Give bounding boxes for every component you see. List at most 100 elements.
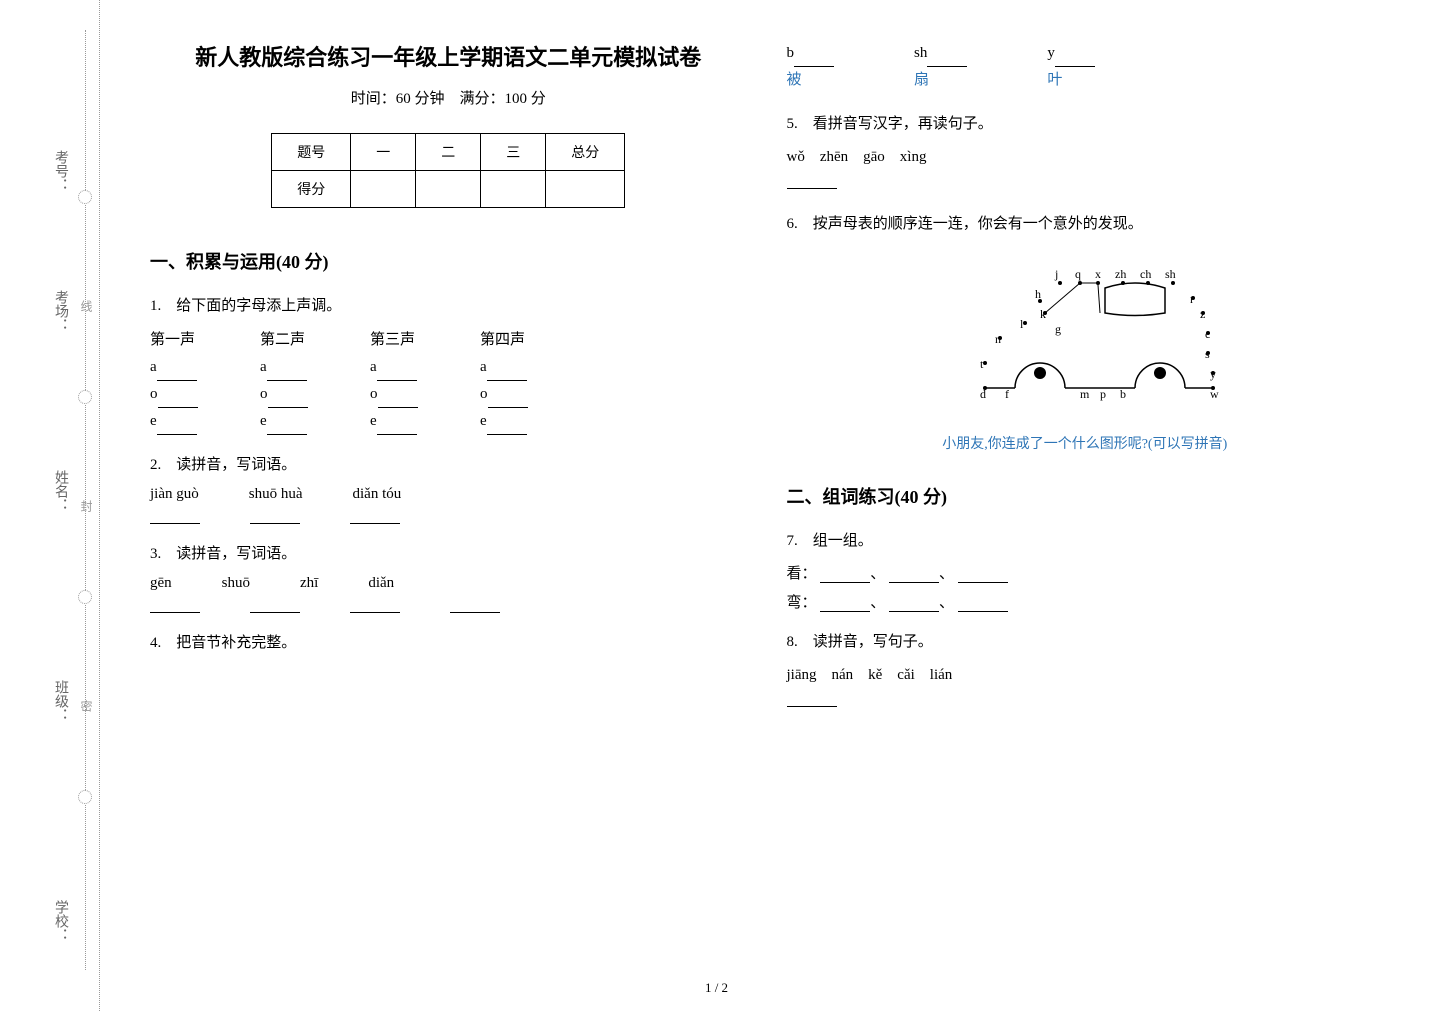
answer-blank[interactable] [820, 567, 870, 583]
info-number-label: 考号： [50, 150, 70, 192]
svg-text:zh: zh [1115, 267, 1126, 281]
score-cell[interactable] [546, 171, 625, 208]
student-info-column: 密 封 线 学校： 班级： 姓名： 考场： 考号： [0, 0, 100, 1011]
answer-blank[interactable] [820, 596, 870, 612]
tone-header: 第三声 [370, 327, 450, 354]
tone-letter: e [150, 413, 157, 429]
pinyin-row: jiàn guò shuō huà diǎn tóu [150, 486, 747, 503]
question-6: 6. 按声母表的顺序连一连，你会有一个意外的发现。 [787, 212, 1384, 233]
svg-text:p: p [1100, 387, 1106, 401]
answer-blank[interactable] [889, 596, 939, 612]
tone-cell[interactable]: o [260, 381, 340, 408]
header-cell: 一 [351, 134, 416, 171]
info-school-label: 学校： [50, 900, 70, 942]
question-8: 8. 读拼音，写句子。 [787, 630, 1384, 651]
seal-char: 密 [78, 700, 95, 712]
tone-cell[interactable]: o [150, 381, 230, 408]
exam-page: 密 封 线 学校： 班级： 姓名： 考场： 考号： 新人教版综合练习一年级上学期… [0, 0, 1433, 1011]
q5-pinyin: wǒ zhēn gāo xìng [787, 145, 1384, 166]
svg-text:g: g [1055, 322, 1061, 336]
pinyin: shuō [222, 575, 250, 592]
answer-blanks [150, 508, 747, 524]
svg-text:m: m [1080, 387, 1090, 401]
tone-cell[interactable]: a [260, 354, 340, 381]
q7-row: 弯： 、 、 [787, 591, 1384, 612]
section-2-header: 二、组词练习(40 分) [787, 483, 1384, 509]
tone-letter: a [150, 359, 157, 375]
tone-header: 第二声 [260, 327, 340, 354]
tone-cell[interactable]: e [480, 408, 560, 435]
header-cell: 总分 [546, 134, 625, 171]
seal-char: 线 [78, 300, 95, 312]
tone-cell[interactable]: e [370, 408, 450, 435]
answer-blank[interactable] [350, 508, 400, 524]
answer-blank[interactable] [794, 51, 834, 67]
answer-blank[interactable] [350, 597, 400, 613]
q8-pinyin: jiāng nán kě cǎi lián [787, 663, 1384, 684]
question-7: 7. 组一组。 [787, 529, 1384, 550]
tone-header-row: 第一声 第二声 第三声 第四声 [150, 327, 747, 354]
page-number: 1 / 2 [705, 980, 728, 996]
answer-blank[interactable] [787, 706, 837, 707]
tone-cell[interactable]: e [150, 408, 230, 435]
pinyin: diǎn tóu [353, 486, 402, 503]
score-cell[interactable] [481, 171, 546, 208]
tone-letter: e [480, 413, 487, 429]
tone-cell[interactable]: a [480, 354, 560, 381]
answer-blank[interactable] [150, 508, 200, 524]
answer-blank[interactable] [250, 597, 300, 613]
q7-char: 弯： [787, 595, 817, 611]
info-name-label: 姓名： [50, 470, 70, 512]
tone-cell[interactable]: o [370, 381, 450, 408]
pinyin-prefix: y [1047, 45, 1055, 61]
answer-blank[interactable] [958, 567, 1008, 583]
info-class-label: 班级： [50, 680, 70, 722]
answer-blank[interactable] [450, 597, 500, 613]
question-3: 3. 读拼音，写词语。 [150, 542, 747, 563]
q4-item: y 叶 [1047, 40, 1095, 94]
info-room-label: 考场： [50, 290, 70, 332]
diagram-svg: j q x zh ch sh h k l [935, 263, 1235, 413]
question-1: 1. 给下面的字母添上声调。 [150, 294, 747, 315]
tone-cell[interactable]: e [260, 408, 340, 435]
seal-circle [78, 390, 92, 404]
tone-cell[interactable]: o [480, 381, 560, 408]
hanzi: 被 [787, 72, 802, 88]
tone-letter: a [260, 359, 267, 375]
answer-blank[interactable] [889, 567, 939, 583]
tone-letter: a [370, 359, 377, 375]
answer-blank[interactable] [927, 51, 967, 67]
table-row: 得分 [272, 171, 625, 208]
tone-letter: o [260, 386, 268, 402]
score-table: 题号 一 二 三 总分 得分 [271, 133, 625, 208]
tone-letter: e [370, 413, 377, 429]
tone-table: 第一声 第二声 第三声 第四声 a a a a o o o o [150, 327, 747, 435]
svg-text:h: h [1035, 287, 1041, 301]
tone-letter: a [480, 359, 487, 375]
tone-letter: o [150, 386, 158, 402]
pinyin: diǎn [368, 575, 394, 592]
answer-blank[interactable] [250, 508, 300, 524]
svg-text:j: j [1054, 267, 1058, 281]
exam-title: 新人教版综合练习一年级上学期语文二单元模拟试卷 [150, 40, 747, 72]
q4-items: b 被 sh 扇 y 叶 [787, 40, 1384, 94]
tone-letter: o [480, 386, 488, 402]
score-cell[interactable] [416, 171, 481, 208]
connect-diagram[interactable]: j q x zh ch sh h k l [787, 263, 1384, 418]
score-cell[interactable] [351, 171, 416, 208]
header-cell: 三 [481, 134, 546, 171]
exam-subtitle: 时间：60 分钟 满分：100 分 [150, 87, 747, 108]
answer-blank[interactable] [1055, 51, 1095, 67]
diagram-caption: 小朋友,你连成了一个什么图形呢?(可以写拼音) [787, 433, 1384, 453]
answer-blanks [150, 597, 747, 613]
answer-blank[interactable] [150, 597, 200, 613]
tone-row: a a a a [150, 354, 747, 381]
tone-cell[interactable]: a [370, 354, 450, 381]
tone-cell[interactable]: a [150, 354, 230, 381]
pinyin: gēn [150, 575, 172, 592]
answer-blank[interactable] [958, 596, 1008, 612]
q7-char: 看： [787, 566, 817, 582]
answer-blank[interactable] [787, 188, 837, 189]
pinyin: zhī [300, 575, 318, 592]
svg-text:f: f [1005, 387, 1009, 401]
